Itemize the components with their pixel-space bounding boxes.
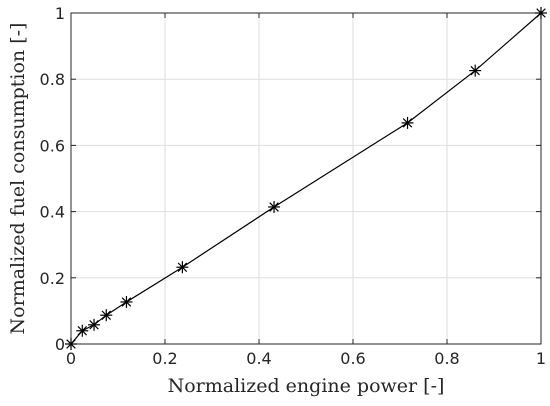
data-point-marker [76, 324, 89, 337]
y-tick-label: 0.6 [40, 136, 65, 155]
y-tick-label: 0 [55, 335, 65, 354]
series-line [70, 12, 542, 345]
x-axis-title: Normalized engine power [-] [168, 375, 445, 397]
data-point-marker [100, 309, 113, 322]
y-tick-label: 0.2 [40, 269, 65, 288]
data-point-marker [268, 200, 281, 213]
data-point-marker [535, 7, 547, 19]
y-tick-label: 0.4 [40, 203, 65, 222]
data-point-marker [120, 295, 133, 308]
axis-ticks [70, 12, 542, 345]
y-axis-title: Normalized fuel consumption [-] [7, 23, 29, 335]
x-tick-label: 0.2 [152, 349, 177, 368]
x-tick-label: 0.8 [434, 349, 459, 368]
data-point-marker [469, 64, 482, 77]
series-markers [65, 7, 547, 350]
x-tick-label: 0.6 [340, 349, 365, 368]
x-tick-label: 1 [536, 349, 546, 368]
x-tick-label: 0.4 [246, 349, 271, 368]
tick-labels: 0 0.2 0.4 0.6 0.8 1 0 0.2 0.4 0.6 0.8 1 [40, 4, 547, 368]
data-point-marker [65, 338, 77, 350]
x-tick-label: 0 [66, 349, 76, 368]
data-point-marker [88, 318, 101, 331]
y-tick-label: 0.8 [40, 70, 65, 89]
data-point-marker [401, 116, 414, 129]
y-tick-label: 1 [55, 4, 65, 23]
data-point-marker [176, 261, 189, 274]
plot-area-border [70, 12, 542, 345]
grid [70, 12, 542, 345]
